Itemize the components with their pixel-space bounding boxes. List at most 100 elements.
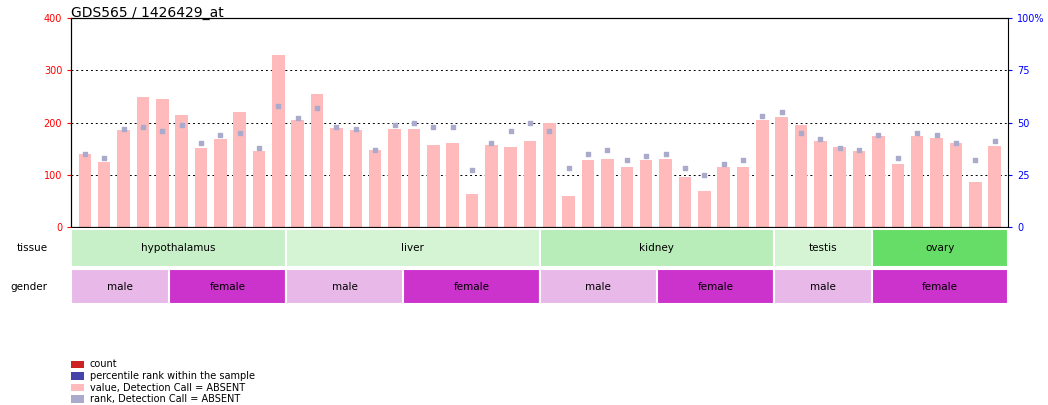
Bar <box>272 55 285 227</box>
Point <box>909 130 925 136</box>
Point <box>618 157 635 163</box>
Text: kidney: kidney <box>639 243 674 253</box>
Text: hypothalamus: hypothalamus <box>141 243 216 253</box>
Point <box>599 146 616 153</box>
Bar <box>156 99 169 227</box>
Bar <box>71 384 84 391</box>
Bar <box>911 136 923 227</box>
Point <box>773 109 790 115</box>
Bar <box>737 167 749 227</box>
Bar <box>582 160 594 227</box>
Point <box>348 126 365 132</box>
Bar <box>563 196 575 227</box>
Point <box>289 115 306 122</box>
Text: testis: testis <box>808 243 837 253</box>
Point <box>638 153 655 159</box>
Text: rank, Detection Call = ABSENT: rank, Detection Call = ABSENT <box>90 394 240 404</box>
Bar <box>214 139 226 227</box>
Bar <box>814 141 827 227</box>
Point <box>715 161 732 168</box>
Bar <box>988 146 1001 227</box>
Text: male: male <box>810 281 835 292</box>
Point <box>309 104 326 111</box>
Bar <box>169 269 286 304</box>
Bar <box>71 372 84 379</box>
Bar <box>369 150 381 227</box>
Bar <box>659 159 672 227</box>
Bar <box>388 129 400 227</box>
Point <box>115 126 132 132</box>
Point <box>851 146 868 153</box>
Point <box>95 155 112 161</box>
Bar <box>97 162 110 227</box>
Bar <box>776 117 788 227</box>
Bar <box>485 145 498 227</box>
Point <box>77 151 93 157</box>
Bar <box>853 151 866 227</box>
Bar <box>931 138 943 227</box>
Point <box>193 140 210 147</box>
Bar <box>286 269 403 304</box>
Bar <box>408 129 420 227</box>
Text: GDS565 / 1426429_at: GDS565 / 1426429_at <box>71 6 224 20</box>
Bar <box>540 229 773 267</box>
Point <box>250 144 267 151</box>
Bar <box>465 194 478 227</box>
Point <box>870 132 887 138</box>
Bar <box>71 229 286 267</box>
Bar <box>504 147 517 227</box>
Bar <box>71 269 169 304</box>
Point <box>328 124 345 130</box>
Bar <box>872 136 885 227</box>
Bar <box>657 269 773 304</box>
Bar <box>286 229 540 267</box>
Point <box>812 136 829 143</box>
Bar <box>794 125 807 227</box>
Text: male: male <box>331 281 357 292</box>
Point <box>483 140 500 147</box>
Point <box>367 146 384 153</box>
Point <box>735 157 751 163</box>
Bar <box>427 145 439 227</box>
Bar <box>330 128 343 227</box>
Point <box>406 119 422 126</box>
Point <box>657 151 674 157</box>
Bar <box>620 167 633 227</box>
Bar <box>234 112 246 227</box>
Text: tissue: tissue <box>17 243 48 253</box>
Bar <box>350 130 363 227</box>
Text: ovary: ovary <box>925 243 955 253</box>
Bar <box>602 159 614 227</box>
Point <box>444 124 461 130</box>
Point <box>212 132 228 138</box>
Text: liver: liver <box>401 243 424 253</box>
Bar <box>717 167 729 227</box>
Bar <box>773 229 872 267</box>
Text: female: female <box>922 281 958 292</box>
Bar <box>679 177 692 227</box>
Bar <box>872 269 1008 304</box>
Point <box>424 124 441 130</box>
Point <box>232 130 248 136</box>
Bar <box>71 395 84 403</box>
Bar <box>291 120 304 227</box>
Bar <box>524 141 537 227</box>
Point <box>522 119 539 126</box>
Text: count: count <box>90 359 117 369</box>
Bar <box>136 98 149 227</box>
Point <box>580 151 596 157</box>
Bar <box>403 269 540 304</box>
Point <box>967 157 984 163</box>
Point <box>463 167 480 174</box>
Text: female: female <box>697 281 734 292</box>
Bar <box>175 115 188 227</box>
Point <box>831 144 848 151</box>
Bar <box>756 120 768 227</box>
Point <box>270 102 287 109</box>
Point <box>754 113 770 119</box>
Bar <box>773 269 872 304</box>
Point <box>502 128 519 134</box>
Bar <box>640 160 653 227</box>
Point <box>541 128 558 134</box>
Bar <box>446 143 459 227</box>
